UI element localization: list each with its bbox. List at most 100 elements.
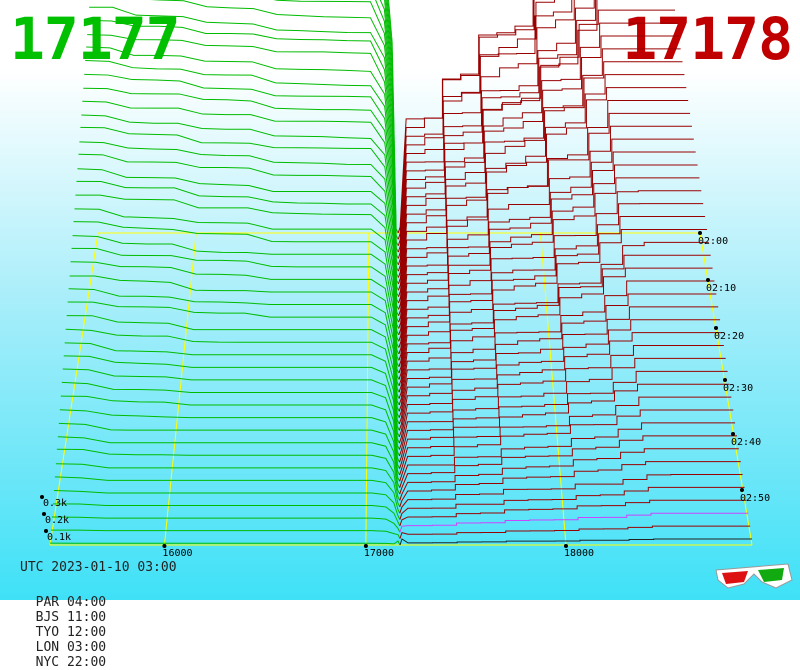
- timezone-par: PAR 04:00: [35, 595, 107, 610]
- ask-depth-line: [398, 228, 707, 393]
- time-tick-mark: [714, 326, 718, 330]
- timezone-list: PAR 04:00 BJS 11:00 TYO 12:00 LON 03:00 …: [20, 580, 128, 670]
- ask-depth-line: [399, 422, 736, 488]
- bid-depth-line: [71, 247, 400, 406]
- bid-depth-line: [88, 19, 399, 297]
- ask-depth-line: [399, 499, 747, 527]
- bid-depth-line: [379, 0, 399, 266]
- volume-tick-mark: [42, 512, 46, 516]
- bid-depth-line: [56, 448, 401, 501]
- bid-depth-line: [77, 168, 400, 367]
- volume-tick-mark: [40, 495, 44, 499]
- ask-depth-line: [397, 0, 595, 265]
- time-tick-label: 02:50: [740, 493, 770, 504]
- volume-tick-label: 0.2k: [45, 515, 69, 526]
- bid-depth-line: [273, 0, 399, 278]
- bid-depth-line: [87, 34, 400, 304]
- time-tick-mark: [723, 378, 727, 382]
- ask-depth-line: [398, 48, 681, 304]
- x-tick-label: 17000: [364, 548, 394, 559]
- bid-depth-line: [86, 46, 400, 310]
- ask-depth-line: [399, 512, 749, 533]
- bid-depth-line: [54, 476, 401, 514]
- x-tick-mark: [563, 544, 568, 548]
- bid-depth-line: [70, 261, 400, 412]
- bid-depth-line: [66, 315, 400, 437]
- ask-depth-line: [398, 267, 713, 412]
- bid-depth-line: [72, 235, 400, 399]
- ask-depth-line: [398, 164, 698, 361]
- bid-depth-line: [76, 180, 400, 374]
- grid-line: [699, 232, 753, 546]
- ask-depth-line: [398, 345, 724, 450]
- depth-chart: 16000 17000 18000 0.3k 0.2k 0.1k 02:00 02:10 02:…: [40, 0, 770, 559]
- bid-depth-line: [51, 516, 401, 533]
- ask-depth-line: [398, 74, 685, 316]
- ask-depth-line: [397, 0, 555, 253]
- bid-depth-line: [74, 208, 400, 387]
- time-tick-mark: [731, 432, 735, 436]
- time-tick-label: 02:00: [698, 236, 728, 247]
- time-tick-label: 02:40: [731, 437, 761, 448]
- bid-depth-line: [83, 87, 400, 329]
- x-tick-label: 18000: [564, 548, 594, 559]
- ask-depth-line: [398, 87, 687, 323]
- ask-depth-line: [399, 409, 734, 482]
- bid-depth-line: [75, 194, 400, 380]
- time-tick-label: 02:20: [714, 331, 744, 342]
- time-tick-mark: [740, 488, 744, 492]
- ask-depth-line: [397, 0, 598, 278]
- bid-depth-line: [63, 355, 400, 457]
- ask-depth-line: [399, 486, 745, 520]
- grid-line: [539, 232, 567, 546]
- timezone-lon: LON 03:00: [35, 640, 107, 655]
- bid-depth-line: [50, 529, 401, 539]
- ask-depth-line: [398, 319, 721, 437]
- ask-depth-line: [398, 332, 722, 444]
- ask-depth-line: [399, 461, 741, 507]
- bid-depth-line: [89, 6, 399, 291]
- bid-depth-line: [386, 0, 399, 246]
- ask-depth-line: [398, 177, 700, 367]
- bid-depth-line: [69, 275, 400, 418]
- bid-depth-line: [150, 0, 399, 285]
- ask-depth-line: [398, 22, 677, 291]
- 3d-glasses-icon[interactable]: [714, 560, 794, 592]
- bid-depth-line: [55, 463, 401, 508]
- bid-depth-lines: [49, 0, 401, 546]
- ask-depth-line: [399, 435, 737, 495]
- ask-depth-line: [399, 538, 752, 546]
- ask-depth-line: [397, 0, 573, 246]
- bid-depth-line: [78, 153, 400, 361]
- ask-depth-line: [398, 138, 694, 348]
- timezone-bjs: BJS 11:00: [35, 610, 107, 625]
- x-tick-mark: [363, 544, 368, 548]
- ask-depth-line: [399, 370, 728, 463]
- ask-depth-line: [399, 525, 751, 539]
- ask-depth-line: [398, 203, 704, 380]
- ask-depth-line: [399, 396, 732, 476]
- x-tick-label: 16000: [162, 548, 192, 559]
- ask-depth-line: [398, 190, 702, 374]
- ask-depth-line: [398, 293, 717, 425]
- bid-depth-line: [79, 141, 400, 355]
- bid-depth-line: [387, 0, 399, 240]
- time-tick-label: 02:10: [706, 283, 736, 294]
- ask-depth-line: [398, 125, 692, 342]
- bid-depth-line: [67, 301, 400, 431]
- ask-depth-line: [398, 254, 711, 406]
- bid-depth-line: [58, 422, 401, 488]
- bid-depth-line: [384, 0, 399, 259]
- grid-line: [49, 232, 99, 546]
- ask-depth-line: [398, 241, 709, 399]
- timezone-tyo: TYO 12:00: [35, 625, 107, 640]
- bid-depth-line: [52, 503, 401, 527]
- bid-depth-line: [375, 0, 399, 272]
- bid-depth-line: [59, 409, 401, 482]
- bid-depth-line: [68, 288, 400, 425]
- bid-depth-line: [81, 114, 400, 342]
- bid-depth-line: [388, 0, 399, 234]
- bid-depth-line: [85, 59, 400, 316]
- timezone-nyc: NYC 22:00: [35, 655, 107, 670]
- bid-depth-line: [80, 126, 400, 348]
